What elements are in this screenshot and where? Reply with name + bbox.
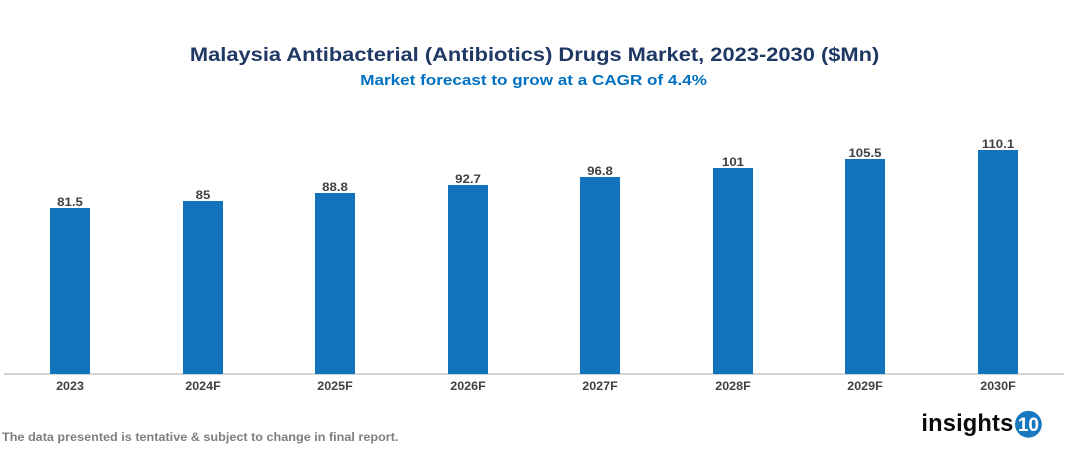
svg-text:10: 10 [1018, 415, 1039, 436]
svg-text:insights: insights [921, 411, 1013, 437]
